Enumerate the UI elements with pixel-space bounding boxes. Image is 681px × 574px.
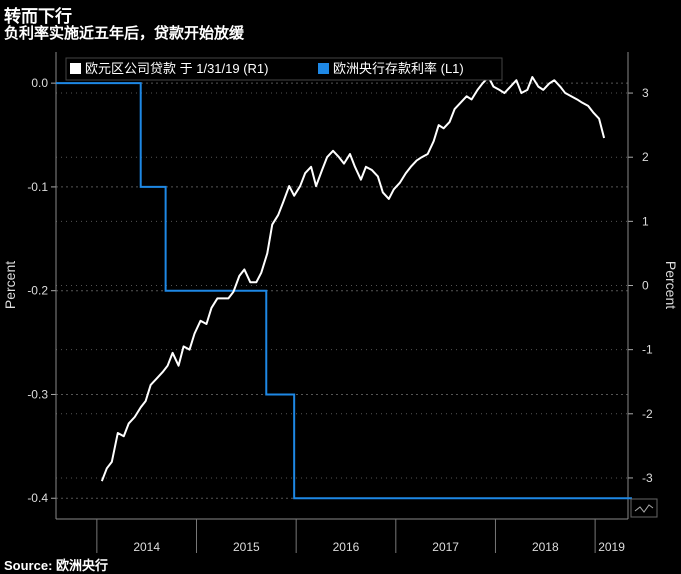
left-tick-label: 0.0 xyxy=(31,76,48,90)
left-tick-label: -0.2 xyxy=(27,284,48,298)
x-tick-label: 2016 xyxy=(333,540,360,554)
right-tick-label: 1 xyxy=(642,214,649,228)
right-tick-label: -3 xyxy=(642,471,653,485)
right-axis-title: Percent xyxy=(663,261,679,309)
legend-label-loans: 欧元区公司贷款 于 1/31/19 (R1) xyxy=(85,61,269,76)
chart-title: 转而下行 xyxy=(4,7,72,26)
series-layer xyxy=(56,76,632,500)
legend-swatch-deposit-rate xyxy=(318,63,329,74)
x-tick-label: 2014 xyxy=(133,540,160,554)
grid-lines xyxy=(56,82,628,499)
right-tick-label: -2 xyxy=(642,407,653,421)
left-axis-ticks: 0.0 -0.1 -0.2 -0.3 -0.4 xyxy=(27,76,56,505)
x-axis: 2014 2015 2016 2017 2018 2019 xyxy=(55,52,629,554)
x-tick-label: 2018 xyxy=(532,540,559,554)
series-line-loans xyxy=(100,76,606,482)
legend: 欧元区公司贷款 于 1/31/19 (R1) 欧洲央行存款利率 (L1) xyxy=(65,57,503,81)
x-tick-label: 2015 xyxy=(233,540,260,554)
x-tick-label: 2017 xyxy=(432,540,459,554)
right-axis-ticks: 3 2 1 0 -1 -2 -3 xyxy=(628,86,653,485)
left-tick-label: -0.3 xyxy=(27,387,48,401)
right-tick-label: 3 xyxy=(642,86,649,100)
left-tick-label: -0.4 xyxy=(27,491,48,505)
right-tick-label: -1 xyxy=(642,343,653,357)
right-tick-label: 0 xyxy=(642,279,649,293)
chart-type-icon[interactable] xyxy=(630,498,658,518)
left-tick-label: -0.1 xyxy=(27,180,48,194)
legend-label-deposit-rate: 欧洲央行存款利率 (L1) xyxy=(333,61,464,76)
series-line-deposit-rate xyxy=(56,82,632,500)
left-axis-title: Percent xyxy=(2,261,18,309)
x-tick-label: 2019 xyxy=(598,540,625,554)
legend-swatch-loans xyxy=(70,63,81,74)
right-tick-label: 2 xyxy=(642,150,649,164)
source-note: Source: 欧洲央行 xyxy=(4,558,109,573)
chart-subtitle: 负利率实施近五年后，贷款开始放缓 xyxy=(4,25,245,42)
